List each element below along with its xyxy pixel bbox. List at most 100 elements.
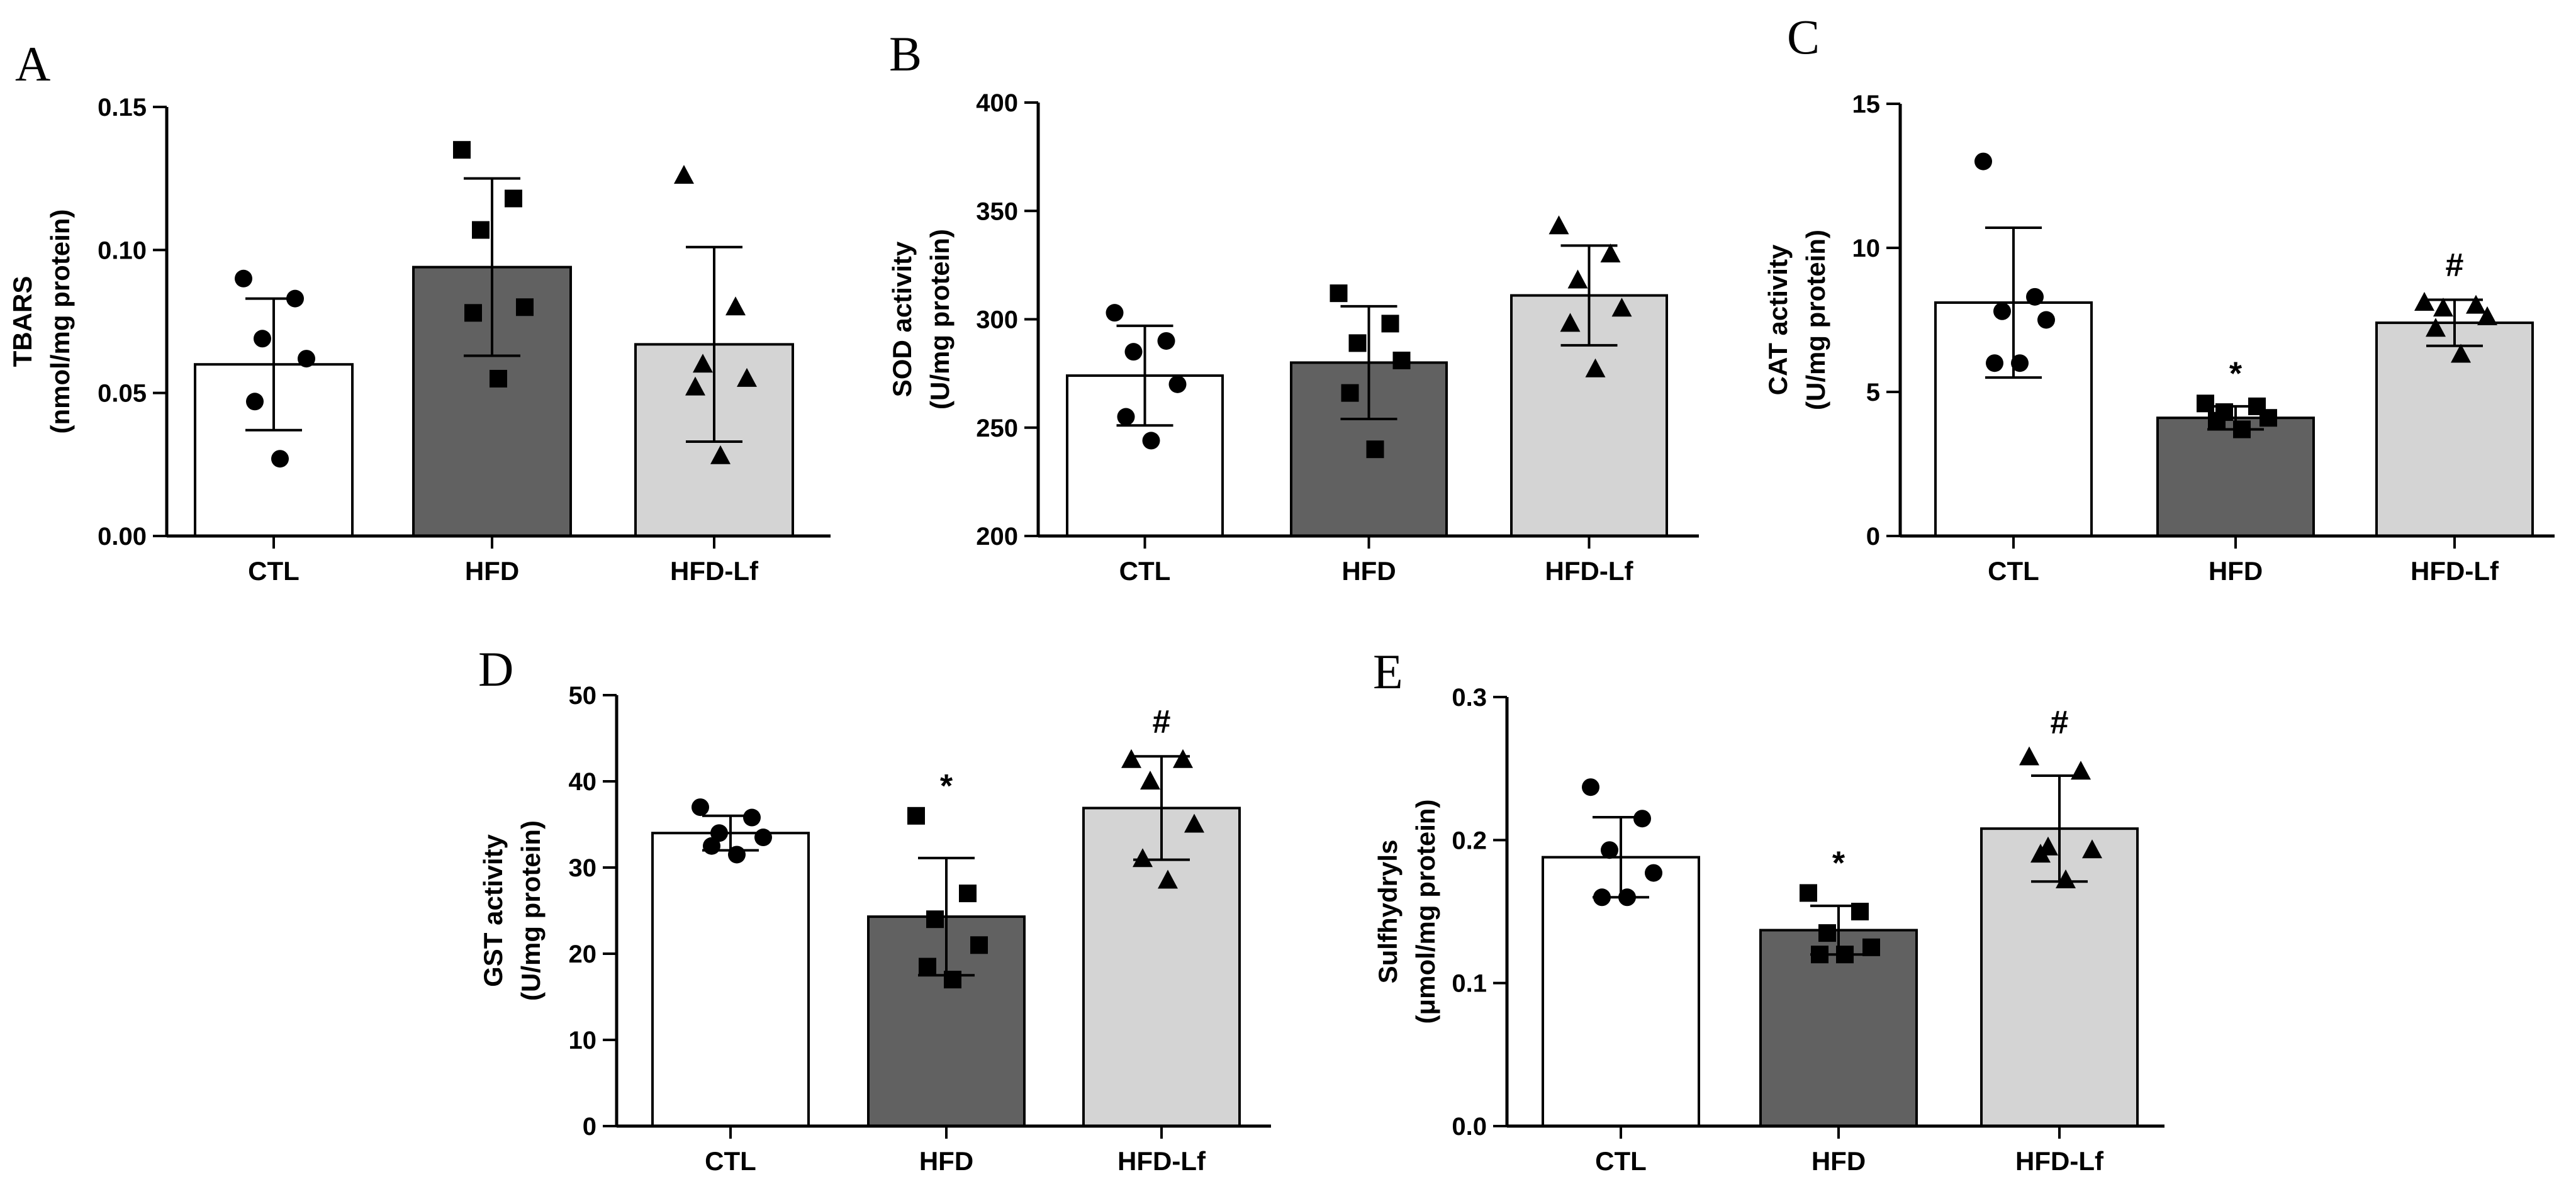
data-point — [710, 824, 728, 842]
data-point — [453, 141, 471, 159]
bar-group-ctl — [194, 269, 354, 537]
bar — [651, 832, 810, 1127]
y-tick-label: 0.2 — [1452, 827, 1487, 854]
data-point — [2451, 343, 2471, 363]
bar-group-ctl — [651, 798, 810, 1127]
y-tick-label: 10 — [1852, 235, 1881, 262]
significance-mark: # — [1153, 703, 1171, 740]
data-point — [1633, 810, 1651, 828]
data-point — [1593, 888, 1611, 907]
y-tick-label: 200 — [976, 523, 1018, 550]
data-point — [464, 304, 482, 322]
bar-group-hfd: * — [2156, 355, 2315, 537]
data-point — [737, 367, 757, 387]
y-tick-label: 400 — [976, 89, 1018, 117]
data-point — [490, 369, 507, 388]
data-point — [1836, 946, 1854, 964]
data-point — [2433, 298, 2453, 317]
y-axis-label: Sulfhydryls — [1373, 840, 1403, 984]
data-point — [2414, 292, 2434, 311]
bar-group-ctl — [1542, 778, 1700, 1127]
data-point — [1974, 152, 1992, 170]
y-tick-label: 50 — [569, 682, 597, 710]
chart-panel-c: C CAT activity (U/mg protein) CTL * HFD # HFD-L… — [1763, 9, 2555, 586]
data-point — [1117, 408, 1135, 426]
bar-group-hfd-lf: # — [2375, 247, 2534, 538]
x-tick-label: HFD — [1341, 556, 1396, 586]
data-point — [1862, 938, 1880, 956]
data-point — [1986, 354, 2003, 372]
data-point — [1567, 269, 1588, 289]
data-point — [1158, 869, 1178, 889]
y-tick-label: 10 — [569, 1027, 597, 1054]
data-point — [919, 957, 936, 976]
y-axis-label: TBARS — [8, 276, 37, 367]
significance-mark: * — [1832, 845, 1845, 881]
x-tick-label: HFD-Lf — [1117, 1146, 1206, 1176]
data-point — [246, 393, 264, 411]
data-point — [1811, 946, 1828, 964]
data-point — [2197, 394, 2214, 413]
significance-mark: * — [940, 768, 953, 805]
data-point — [1106, 304, 1124, 322]
data-point — [725, 296, 746, 316]
data-point — [1851, 903, 1869, 920]
data-point — [907, 807, 925, 825]
y-tick-label: 0.0 — [1452, 1113, 1487, 1141]
data-point — [2082, 839, 2102, 859]
data-point — [1140, 771, 1160, 790]
x-tick-label: HFD-Lf — [2015, 1146, 2104, 1176]
y-axis-label: CAT activity — [1763, 244, 1793, 395]
x-tick-label: HFD-Lf — [2411, 556, 2499, 586]
bar-group-ctl — [1934, 152, 2093, 537]
data-point — [1618, 888, 1636, 907]
data-point — [1121, 749, 1141, 768]
y-tick-label: 0.05 — [98, 380, 147, 408]
y-tick-label: 300 — [976, 306, 1018, 334]
panel-letter: D — [478, 642, 513, 696]
x-tick-label: CTL — [1988, 556, 2039, 586]
significance-mark: # — [2446, 247, 2464, 283]
data-point — [693, 354, 713, 373]
data-point — [1585, 358, 1606, 377]
data-point — [685, 376, 705, 396]
data-point — [1157, 332, 1175, 350]
data-point — [1600, 243, 1621, 263]
data-point — [1611, 298, 1632, 317]
data-point — [1800, 884, 1817, 902]
data-point — [1133, 848, 1153, 868]
y-tick-label: 0 — [1866, 523, 1880, 550]
y-axis-label: (U/mg protein) — [1801, 230, 1830, 410]
y-tick-label: 0.3 — [1452, 684, 1487, 712]
data-point — [692, 798, 709, 817]
data-point — [2208, 411, 2226, 430]
bar-group-hfd — [412, 141, 572, 537]
data-point — [1548, 215, 1569, 235]
bar — [2375, 321, 2534, 538]
y-axis-label: SOD activity — [887, 241, 917, 397]
data-point — [743, 808, 761, 827]
data-point — [254, 330, 271, 348]
y-tick-label: 0.1 — [1452, 970, 1487, 998]
x-tick-label: CTL — [248, 556, 300, 586]
data-point — [1582, 778, 1599, 796]
bar-group-hfd-lf — [1510, 215, 1668, 537]
y-axis-label: GST activity — [478, 834, 508, 986]
data-point — [2477, 306, 2497, 325]
data-point — [1348, 334, 1367, 352]
data-point — [1173, 749, 1193, 768]
data-point — [2233, 420, 2251, 438]
panel-letter: B — [889, 26, 922, 81]
data-point — [1330, 284, 1348, 303]
significance-mark: # — [2051, 704, 2069, 740]
data-point — [472, 221, 490, 239]
data-point — [2260, 409, 2277, 427]
data-point — [1168, 375, 1187, 393]
bar-group-hfd-lf: # — [1980, 704, 2139, 1127]
data-point — [2037, 311, 2055, 329]
x-tick-label: HFD-Lf — [670, 556, 759, 586]
data-point — [944, 971, 961, 989]
data-point — [1366, 440, 1384, 459]
x-tick-label: HFD-Lf — [1545, 556, 1634, 586]
data-point — [2466, 294, 2486, 314]
